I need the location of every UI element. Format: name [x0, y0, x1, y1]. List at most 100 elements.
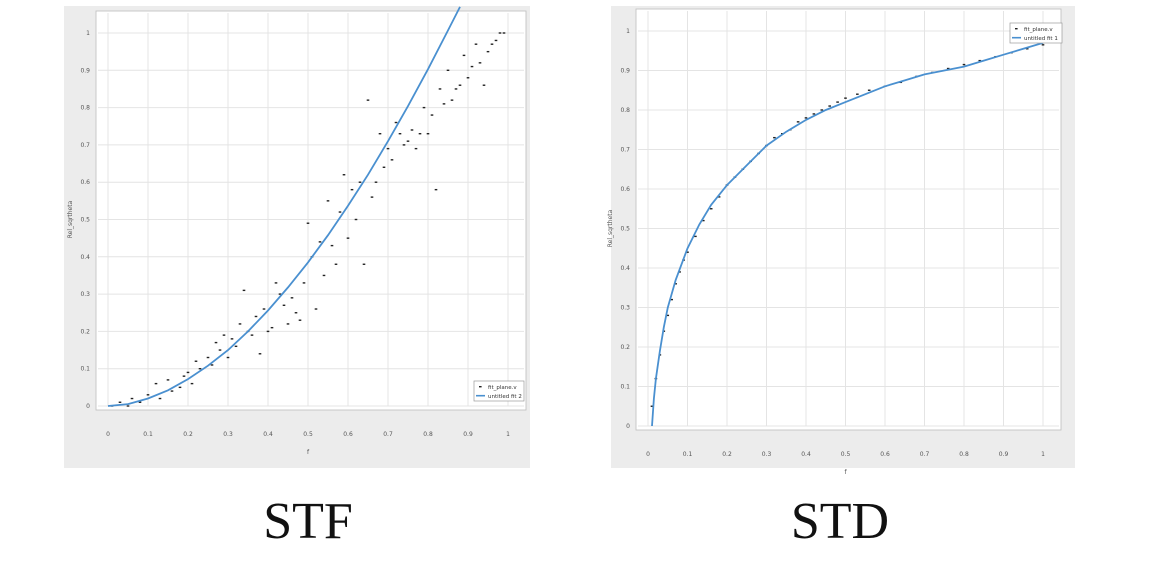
data-point: [804, 117, 808, 119]
data-point: [466, 77, 470, 79]
data-point: [709, 208, 713, 210]
data-point: [270, 326, 274, 329]
data-point: [836, 101, 839, 103]
y-tick-label: 0.6: [620, 186, 630, 193]
legend-marker-points: [1015, 28, 1018, 30]
y-tick-label: 1: [626, 28, 630, 35]
data-point: [362, 263, 366, 265]
data-point: [278, 293, 282, 295]
plot-border: [95, 10, 527, 411]
data-point: [796, 121, 800, 123]
data-point: [138, 401, 142, 403]
data-point: [170, 390, 174, 392]
data-point: [422, 106, 426, 109]
x-tick-label: 1: [1041, 451, 1045, 458]
data-point: [302, 282, 306, 284]
data-point: [238, 323, 242, 325]
data-point: [262, 308, 266, 310]
data-point: [282, 304, 286, 306]
data-point: [258, 353, 262, 355]
fit-line: [107, 6, 461, 407]
data-point: [234, 345, 238, 348]
data-point: [206, 356, 210, 359]
x-tick-label: 0.6: [880, 451, 890, 458]
data-point: [242, 289, 246, 292]
y-tick-label: 0.5: [80, 217, 90, 224]
x-axis-label: f: [844, 469, 847, 476]
y-tick-label: 0.1: [620, 384, 630, 391]
legend-marker-points: [479, 386, 482, 388]
data-point: [118, 401, 122, 403]
legend-entry: untitled fit 2: [488, 394, 522, 400]
data-point: [462, 54, 466, 57]
data-point: [454, 88, 458, 90]
data-point: [214, 341, 218, 344]
data-point: [382, 166, 386, 168]
data-point: [126, 405, 130, 407]
data-point: [978, 59, 982, 62]
x-tick-label: 0.5: [841, 451, 851, 458]
plot-area: [96, 11, 526, 410]
x-tick-label: 0.3: [223, 431, 233, 438]
data-point: [867, 89, 871, 91]
y-tick-label: 0.5: [620, 226, 630, 233]
data-point: [274, 282, 278, 284]
data-point: [194, 360, 198, 362]
data-point: [1025, 48, 1029, 50]
x-tick-label: 0: [106, 431, 110, 438]
data-point: [250, 334, 254, 336]
data-point: [210, 364, 214, 366]
data-point: [154, 382, 158, 385]
x-tick-label: 0.1: [683, 451, 693, 458]
data-point: [1041, 44, 1045, 46]
x-tick-label: 0.8: [959, 451, 969, 458]
data-point: [398, 133, 402, 135]
data-point: [490, 43, 494, 45]
data-point: [430, 114, 434, 116]
data-point: [190, 382, 194, 385]
data-point: [166, 379, 170, 381]
data-point: [686, 251, 689, 253]
data-point: [670, 298, 673, 301]
x-tick-label: 0.4: [801, 451, 811, 458]
data-point: [266, 330, 270, 333]
y-tick-label: 0.8: [620, 107, 630, 114]
y-tick-label: 0.4: [620, 265, 630, 272]
y-tick-label: 0.4: [80, 254, 90, 261]
data-point: [326, 200, 330, 202]
legend: fit_plane.v untitled fit 2: [473, 380, 525, 402]
x-tick-label: 1: [506, 431, 510, 438]
y-tick-label: 0.9: [620, 68, 630, 75]
fit-line: [651, 42, 1044, 427]
data-point: [394, 121, 398, 124]
x-tick-label: 0.9: [999, 451, 1009, 458]
data-point: [474, 43, 478, 45]
data-point: [962, 63, 966, 66]
x-tick-label: 0.4: [263, 431, 273, 438]
data-point: [486, 50, 490, 53]
x-tick-label: 0.7: [383, 431, 393, 438]
data-point: [812, 113, 816, 115]
data-point: [386, 147, 390, 150]
data-point: [458, 84, 462, 86]
y-tick-label: 0.7: [620, 147, 630, 154]
y-tick-label: 0.2: [620, 344, 630, 351]
data-point: [410, 129, 414, 131]
std-chart: 0 0.1 0.2 0.3 0.4 0.5 0.6 0.7 0.8 0.9 1 0 0.1 0.2 0.3 0…: [607, 8, 1063, 476]
data-point: [346, 237, 350, 239]
data-point: [182, 375, 186, 377]
data-point: [446, 69, 450, 71]
data-point: [146, 394, 150, 396]
y-tick-label: 0.1: [80, 366, 90, 373]
data-point: [254, 315, 258, 318]
chart-panel-stf: 0 0.1 0.2 0.3 0.4 0.5 0.6 0.7 0.8 0.9 1 0 0.1 0.2 0.3 0…: [64, 6, 530, 468]
y-tick-label: 0.3: [620, 305, 630, 312]
data-point: [418, 133, 422, 135]
x-tick-label: 0.1: [143, 431, 153, 438]
data-point: [390, 159, 394, 161]
data-point: [502, 32, 506, 34]
y-axis-label: Rel_sqrtheta: [607, 209, 614, 247]
data-point: [306, 222, 310, 224]
data-point: [354, 218, 358, 221]
data-point: [402, 144, 406, 146]
